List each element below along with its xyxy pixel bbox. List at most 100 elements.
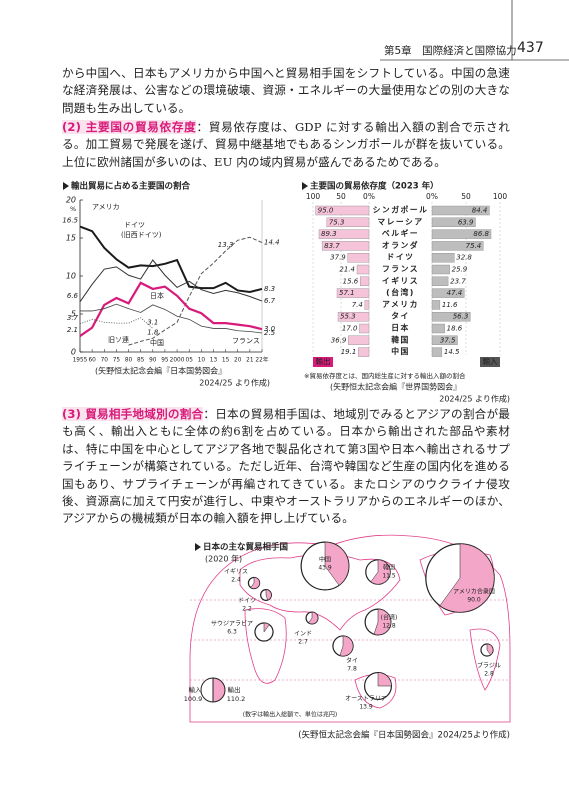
pie-export-sector <box>377 672 392 687</box>
data-label: 14.4 <box>264 239 280 247</box>
data-label: 95.0 <box>318 207 334 215</box>
bar <box>431 264 450 275</box>
bar <box>336 288 370 298</box>
data-label: 25.9 <box>452 266 468 274</box>
bar <box>356 264 370 275</box>
data-label: 14.5 <box>444 348 460 356</box>
x-tick-label: 50 <box>461 192 471 201</box>
point-value: 11.5 <box>382 573 396 580</box>
x-tick-label: 0% <box>426 192 438 201</box>
series-name: ドイツ <box>124 221 145 229</box>
series-name-note: (旧西ドイツ) <box>121 231 162 239</box>
bar <box>337 312 370 322</box>
paragraph: から中国へ、日本もアメリカから中国へと貿易相手国をシフトしている。中国の急速な経… <box>62 66 510 115</box>
bar <box>318 229 370 239</box>
point-value: 2.8 <box>484 671 494 678</box>
x-tick-label: 05 <box>186 358 194 364</box>
legend-export <box>212 677 226 703</box>
category-label: ベルギー <box>382 228 419 238</box>
data-label: 16.5 <box>62 217 78 225</box>
bar <box>315 205 370 216</box>
bullet <box>302 182 308 190</box>
data-label: 75.3 <box>329 218 345 226</box>
legend-label: 輸入 <box>189 685 203 694</box>
category-label: (台湾) <box>386 287 415 297</box>
data-label: 8.3 <box>264 285 275 293</box>
data-label: 37.9 <box>330 254 346 262</box>
source: 2024/25 より作成) <box>199 378 270 388</box>
data-label: 3.0 <box>264 325 276 333</box>
point-name: ドイツ <box>238 598 256 605</box>
chart-title: 主要国の貿易依存度（2023 年） <box>310 181 439 192</box>
series-line <box>79 281 263 337</box>
x-tick-label: 60 <box>88 358 96 364</box>
pie-export-sector <box>370 559 391 585</box>
section-text: ：貿易依存度は、GDP に対する輸出入額の割合で示される。加工貿易で発展を遂げ、… <box>62 120 510 169</box>
legend-swatch <box>480 357 500 367</box>
point-name: 中国 <box>319 556 331 564</box>
series-name: フランス <box>232 337 260 345</box>
bar <box>431 300 441 310</box>
data-label: 2.5 <box>264 329 276 337</box>
y-tick-label: 5 <box>71 310 76 319</box>
series-line <box>79 259 263 303</box>
x-tick-label: 21 <box>246 358 254 364</box>
data-label: 57.1 <box>339 289 355 297</box>
legend-import <box>200 677 214 703</box>
series-name: 日本 <box>150 291 164 300</box>
point-name: 韓国 <box>383 564 395 572</box>
data-label: 23.7 <box>450 277 466 285</box>
data-label: 55.3 <box>340 313 356 321</box>
point-value: 43.9 <box>318 565 332 572</box>
bar <box>431 229 492 239</box>
data-label: 15.6 <box>343 277 359 285</box>
data-label: 84.4 <box>472 207 488 215</box>
note: (数字は輸出入総額で、単位は兆円) <box>243 711 337 719</box>
x-tick-label: 70 <box>101 358 109 364</box>
source: (矢野恒太記念会編『日本国勢図会』2024/25より作成) <box>298 730 510 741</box>
category-label: ドイツ <box>387 253 415 262</box>
chapter-title: 第5章 国際経済と国際協力 <box>384 45 517 57</box>
bar <box>364 300 370 310</box>
data-label: 18.6 <box>447 325 463 333</box>
x-tick-label: 13 <box>210 358 218 364</box>
data-label: 32.8 <box>456 254 472 262</box>
x-tick-label: 95 <box>161 358 169 364</box>
data-label: 11.6 <box>442 301 458 309</box>
point-value: 13.9 <box>359 704 373 711</box>
source: 2024/25 より作成) <box>439 394 510 404</box>
data-label: 17.0 <box>342 325 358 333</box>
bar <box>348 335 370 345</box>
y-tick-label: 20 <box>66 196 76 205</box>
y-tick-label: 10 <box>66 272 76 281</box>
bullet <box>195 543 201 551</box>
chart-title: 輸出貿易に占める主要国の割合 <box>71 181 191 192</box>
data-label: 89.3 <box>321 230 337 238</box>
x-tick-label: 100 <box>306 192 321 201</box>
point-value: 2.4 <box>231 577 241 584</box>
y-tick-label: 0 <box>71 348 76 357</box>
legend-value: 100.9 <box>184 695 203 703</box>
bar <box>431 347 443 357</box>
chart-title: 日本の主な貿易相手国 <box>203 542 288 553</box>
pie-export-sector <box>373 608 392 636</box>
bar <box>326 217 370 228</box>
x-tick-label: 2000 <box>170 358 185 364</box>
series-line <box>79 317 154 329</box>
note: ※貿易依存度とは、国内総生産に対する輸出入額の割合 <box>304 371 466 380</box>
pie-export-sector <box>486 643 494 656</box>
legend-value: 110.2 <box>227 695 246 703</box>
legend-label: 輸入 <box>483 356 498 366</box>
pie-export-sector <box>308 611 319 625</box>
bar <box>431 288 465 298</box>
bullet <box>63 182 69 190</box>
x-tick-label: 90 <box>149 358 157 364</box>
data-label: 7.4 <box>352 301 363 309</box>
bar <box>431 312 471 322</box>
data-label: 63.9 <box>458 218 474 226</box>
x-tick-label: 15 <box>222 358 230 364</box>
pie-export-sector <box>265 589 272 601</box>
legend-label: 輸出 <box>228 685 241 694</box>
section-heading: (2) 主要国の貿易依存度 <box>62 120 197 134</box>
